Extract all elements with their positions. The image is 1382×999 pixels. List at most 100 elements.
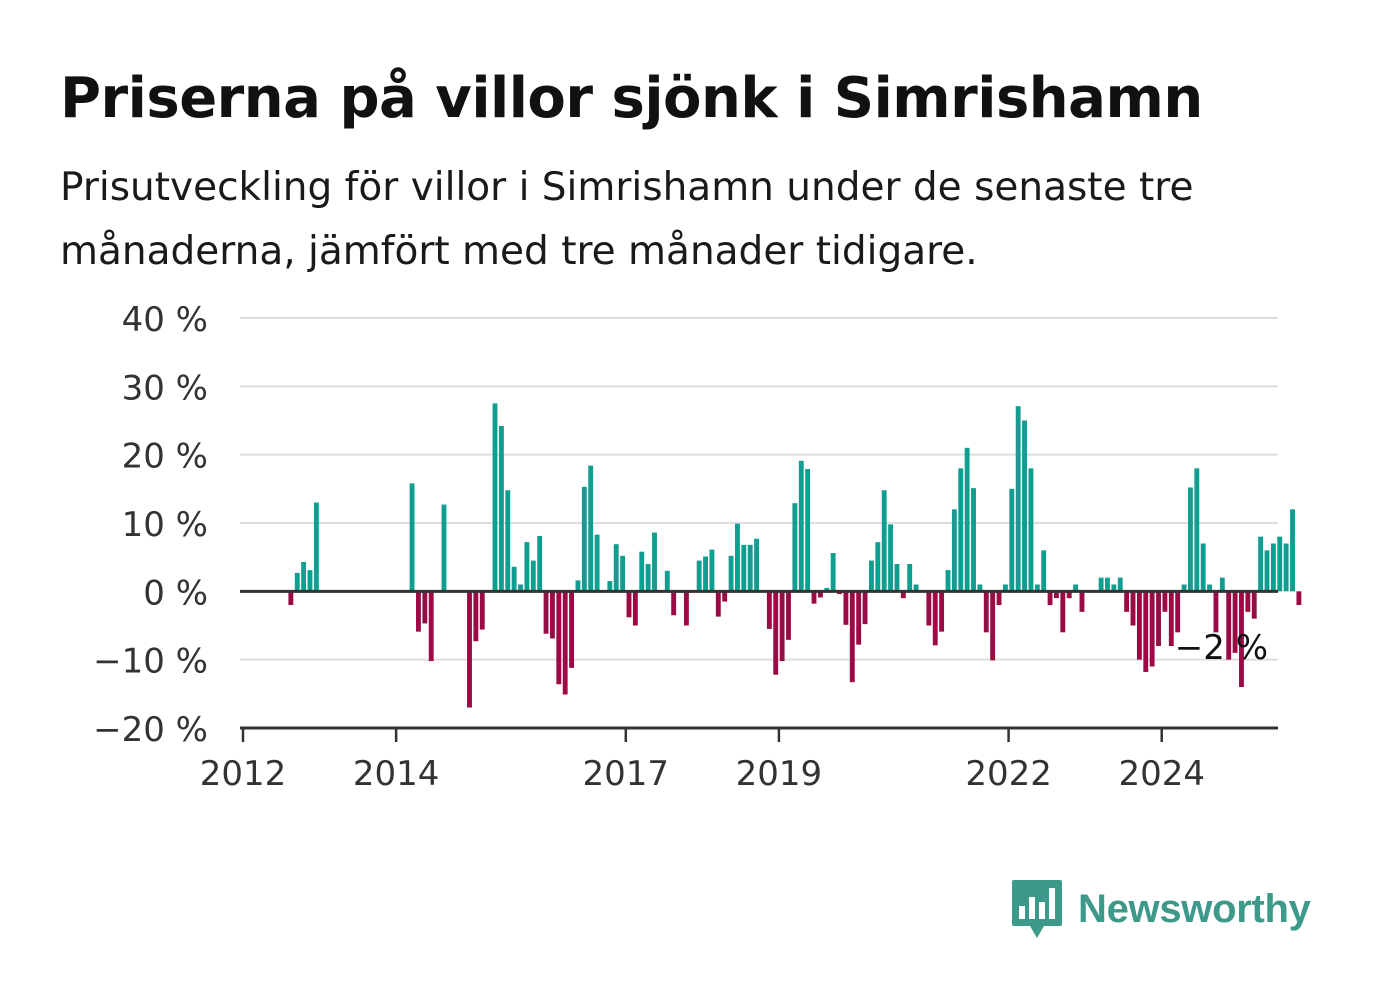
bar [594, 534, 600, 592]
bar [428, 591, 434, 662]
bar [1117, 577, 1123, 592]
bar [983, 591, 989, 633]
bar [1034, 584, 1040, 592]
bar [964, 447, 970, 592]
bar [607, 581, 613, 592]
bar [728, 555, 734, 592]
y-tick-label: 10 % [122, 505, 208, 545]
bar [843, 591, 849, 625]
bar [416, 591, 421, 632]
bar [1239, 591, 1244, 687]
bar [849, 591, 855, 683]
y-tick-label: 40 % [122, 300, 208, 340]
bar [543, 591, 549, 634]
bar [1130, 591, 1136, 626]
bar [1124, 591, 1130, 612]
bar [313, 502, 319, 592]
bar [626, 591, 632, 618]
bar [1002, 584, 1008, 592]
bar [881, 490, 887, 592]
bar [441, 504, 447, 592]
x-tick-label: 2024 [1118, 754, 1205, 794]
y-tick-label: 0 % [143, 573, 208, 613]
bar [307, 570, 313, 592]
bar [1111, 584, 1117, 592]
bar [645, 564, 651, 592]
bar [1015, 406, 1021, 592]
bar [581, 486, 587, 592]
bar [1041, 550, 1047, 592]
bar [1232, 591, 1238, 653]
bar [1207, 584, 1213, 592]
bar [1105, 577, 1110, 592]
bar [1054, 591, 1059, 599]
bar [1245, 591, 1251, 612]
bar [518, 584, 523, 592]
bar [632, 591, 638, 626]
bar [1194, 468, 1200, 592]
bar [530, 560, 536, 592]
y-tick-label: −10 % [93, 642, 208, 682]
bar [1226, 591, 1232, 660]
bar [868, 560, 874, 592]
bar [875, 542, 881, 592]
bar [1047, 591, 1053, 605]
bar [1162, 591, 1168, 612]
bar [977, 584, 983, 592]
bar [958, 468, 964, 592]
bar [1283, 543, 1289, 592]
bar [620, 555, 626, 592]
bar [639, 551, 645, 592]
bar [422, 591, 428, 624]
x-tick-label: 2022 [965, 754, 1052, 794]
bar [811, 591, 817, 604]
bar [1066, 591, 1072, 599]
bar [894, 564, 900, 592]
bar [1264, 550, 1270, 592]
bar [703, 556, 708, 592]
bar [473, 591, 479, 642]
bar [817, 591, 823, 598]
bar [479, 591, 485, 630]
x-tick-label: 2014 [353, 754, 440, 794]
newsworthy-logo-icon [1012, 880, 1062, 938]
x-tick-label: 2012 [200, 754, 287, 794]
bar [671, 591, 677, 616]
bar [1028, 468, 1034, 592]
bar [824, 587, 830, 592]
bar [1149, 591, 1155, 667]
bar [996, 591, 1002, 605]
bar [683, 591, 689, 626]
bar [288, 591, 294, 605]
bar [722, 591, 728, 602]
bar [798, 460, 804, 592]
bar [511, 566, 517, 592]
bar [1200, 543, 1206, 592]
bar [492, 403, 498, 592]
bar [1009, 488, 1015, 592]
bar [1219, 577, 1225, 592]
chart-title: Priserna på villor sjönk i Simrishamn [60, 66, 1203, 131]
bar [907, 564, 913, 592]
bar [805, 469, 811, 592]
bar [951, 509, 957, 592]
bar [498, 425, 504, 592]
bar [735, 523, 740, 592]
bar [747, 544, 753, 592]
y-tick-label: −20 % [93, 710, 208, 750]
bar [1290, 509, 1295, 592]
bar [913, 584, 919, 592]
bar [1258, 536, 1264, 592]
bar [1073, 584, 1079, 592]
bar [569, 591, 575, 668]
bar [1156, 591, 1161, 646]
bar [613, 544, 619, 592]
bar [990, 591, 996, 661]
bar [1213, 591, 1219, 633]
axis-labels: −20 % −10 % 0 % 10 % 20 % 30 % 40 % 2012 2014 201… [93, 300, 1268, 794]
bar [505, 490, 511, 592]
bar-chart: −20 % −10 % 0 % 10 % 20 % 30 % 40 % 2012 2014 201… [93, 300, 1302, 794]
bar [792, 503, 798, 592]
bar [932, 591, 938, 646]
bar [1022, 420, 1027, 592]
